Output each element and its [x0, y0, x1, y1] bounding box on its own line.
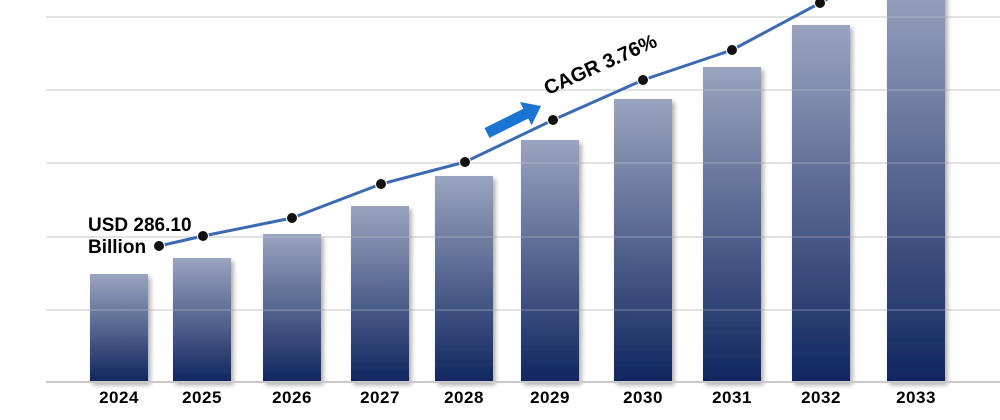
trend-marker [459, 156, 471, 168]
trend-marker [286, 212, 298, 224]
bar-2024 [90, 274, 148, 382]
bar-series [90, 0, 945, 382]
x-axis-label-2026: 2026 [272, 388, 312, 407]
usd-value-label: USD 286.10 Billion [88, 215, 192, 259]
trend-markers [153, 0, 826, 252]
bar-2031 [703, 67, 761, 382]
gridlines-overlay [46, 16, 1000, 311]
trend-marker [637, 74, 649, 86]
x-axis-label-2030: 2030 [623, 388, 663, 407]
bar-2025 [173, 258, 231, 382]
usd-value-line2: Billion [88, 237, 147, 258]
bar-2026 [263, 234, 321, 382]
x-axis-label-2027: 2027 [360, 388, 400, 407]
usd-value-line1: USD 286.10 [88, 215, 192, 236]
bar-2032 [792, 25, 850, 382]
trend-line [158, 0, 829, 248]
x-axis-label-2024: 2024 [99, 388, 139, 407]
x-axis-label-2031: 2031 [712, 388, 752, 407]
x-axis-label-2032: 2032 [801, 388, 841, 407]
bar-2030 [614, 99, 672, 382]
trend-marker [375, 178, 387, 190]
trend-marker [814, 0, 826, 9]
x-axis-label-2029: 2029 [530, 388, 570, 407]
trend-marker [547, 114, 559, 126]
bar-2029 [521, 140, 579, 382]
bar-2033 [887, 0, 945, 382]
x-axis-labels: 2024 2025 2026 2027 2028 2029 2030 2031 2032 2033 [0, 388, 1000, 412]
x-axis-label-2028: 2028 [444, 388, 484, 407]
x-axis-label-2025: 2025 [182, 388, 222, 407]
trend-marker [197, 230, 209, 242]
x-axis-label-2033: 2033 [896, 388, 936, 407]
cagr-arrow-icon [484, 102, 541, 138]
trend-marker [726, 44, 738, 56]
trend-marker [153, 240, 165, 252]
bar-2028 [435, 176, 493, 382]
bar-2027 [351, 206, 409, 382]
